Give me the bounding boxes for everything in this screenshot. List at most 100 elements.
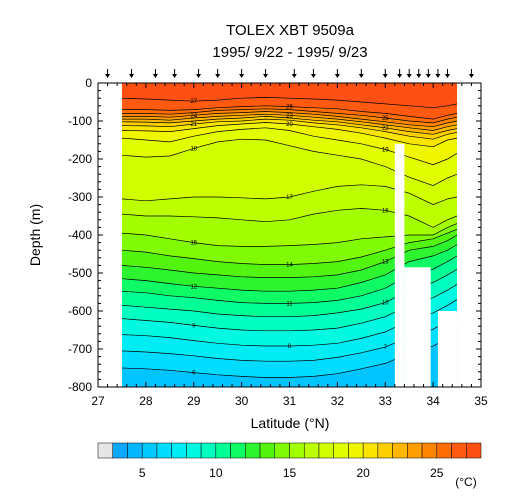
colorbar-cell <box>421 442 438 459</box>
x-tick-label: 27 <box>91 394 105 408</box>
x-tick-label: 29 <box>187 394 201 408</box>
isotherm-23 <box>121 113 458 131</box>
colorbar-cell <box>377 442 393 459</box>
colorbar-cell <box>303 442 320 459</box>
isotherm-label: 18 <box>190 146 197 152</box>
x-tick-label: 30 <box>235 394 249 408</box>
isotherm-label: 11 <box>286 301 293 307</box>
station-marker-head <box>105 74 111 78</box>
station-marker-head <box>382 74 388 78</box>
station-marker-head <box>334 74 340 78</box>
isotherm-label: 24 <box>190 113 197 119</box>
isotherm-label: 13 <box>382 260 389 266</box>
isotherm-label: 6 <box>192 371 196 377</box>
colorbar-cell <box>362 442 379 459</box>
colorbar-tick-label: 25 <box>430 466 444 480</box>
isotherm-13 <box>121 234 458 278</box>
colorbar-cell <box>141 442 158 459</box>
isotherm-label: 10 <box>382 301 389 307</box>
isotherm-25 <box>121 108 458 124</box>
station-marker-head <box>406 74 412 78</box>
colorbar-cell <box>200 442 217 459</box>
axes: 27 28 29 30 31 32 33 34 35 0 -100 -200 -300 -400 -500 -… <box>68 76 488 408</box>
isotherm-label: 27 <box>190 99 197 105</box>
x-tick-label: 35 <box>474 394 488 408</box>
isotherm-label: 26 <box>286 105 293 111</box>
colorbar-cell <box>289 442 305 459</box>
isotherm-label: 17 <box>286 195 293 201</box>
colorbar-cell <box>186 442 202 459</box>
isotherm-26 <box>121 105 458 120</box>
station-marker-head <box>215 74 221 78</box>
y-tick-label: -700 <box>68 342 92 356</box>
colorbar-cell <box>230 442 246 459</box>
station-marker-head <box>196 74 202 78</box>
x-tick-label: 32 <box>331 394 345 408</box>
y-tick-label: -600 <box>68 304 92 318</box>
y-tick-label: -500 <box>68 266 92 280</box>
isotherm-label: 9 <box>192 323 196 329</box>
x-tick-label: 33 <box>379 394 393 408</box>
isotherm-24 <box>121 111 458 128</box>
mask-shelf-deep <box>437 311 458 387</box>
colorbar-cell <box>348 442 364 459</box>
isotherm-label: 20 <box>286 122 293 128</box>
colorbar-cell <box>245 442 261 459</box>
station-marker-head <box>239 74 245 78</box>
x-tick-label: 34 <box>426 394 440 408</box>
y-tick-label: -400 <box>68 228 92 242</box>
isotherm-17 <box>121 184 458 205</box>
isotherm-label: 23 <box>286 113 293 119</box>
colorbar-tick-label: 20 <box>356 466 370 480</box>
isotherm-label: 21 <box>190 122 197 128</box>
isotherm-label: 25 <box>382 116 389 122</box>
isotherm-14 <box>121 228 458 265</box>
colorbar-cell <box>451 442 467 459</box>
station-marker-head <box>291 74 297 78</box>
station-marker-head <box>172 74 178 78</box>
y-tick-label: 0 <box>85 76 92 90</box>
isotherm-16 <box>121 208 458 228</box>
colorbar-cell <box>407 442 423 459</box>
colorbar-cell <box>274 442 290 459</box>
colorbar-cell <box>171 442 187 459</box>
isotherm-19 <box>121 127 458 166</box>
y-axis-label: Depth (m) <box>27 204 43 266</box>
mask-north <box>457 83 481 387</box>
isotherm-20 <box>121 122 458 148</box>
station-marker-head <box>397 74 403 78</box>
chart-title: TOLEX XBT 9509a <box>226 22 355 39</box>
colorbar-cell <box>156 442 172 459</box>
isotherm-label: 16 <box>382 208 389 214</box>
isotherm-label: 14 <box>286 263 293 269</box>
isotherm-label: 19 <box>382 148 389 154</box>
isotherm-label: 15 <box>190 241 197 247</box>
isotherm-22 <box>121 116 458 135</box>
isotherm-18 <box>121 138 458 186</box>
colorbar-tick-label: 15 <box>283 466 297 480</box>
mask-gap <box>394 143 405 387</box>
mask-shelf <box>404 267 431 387</box>
station-marker-head <box>435 74 441 78</box>
colorbar-missing-cell <box>97 442 113 459</box>
station-marker-head <box>263 74 269 78</box>
colorbar-tick-label: 5 <box>139 466 146 480</box>
colorbar-unit: (°C) <box>455 475 476 489</box>
y-tick-label: -200 <box>68 152 92 166</box>
station-marker-head <box>425 74 431 78</box>
isotherm-15 <box>121 223 458 247</box>
colorbar-cell <box>112 442 128 459</box>
station-marker-head <box>358 74 364 78</box>
station-marker-head <box>468 74 474 78</box>
x-tick-label: 31 <box>283 394 297 408</box>
isotherm-label: 8 <box>288 344 292 350</box>
station-marker-head <box>444 74 450 78</box>
isotherm-label: 22 <box>382 126 389 132</box>
colorbar-cell <box>466 442 482 459</box>
x-axis-label: Latitude (°N) <box>251 415 330 431</box>
isotherm-label: 7 <box>384 345 388 351</box>
isotherm-27 <box>121 97 458 109</box>
no-data-masks <box>98 83 481 387</box>
colorbar-tick-label: 10 <box>209 466 223 480</box>
